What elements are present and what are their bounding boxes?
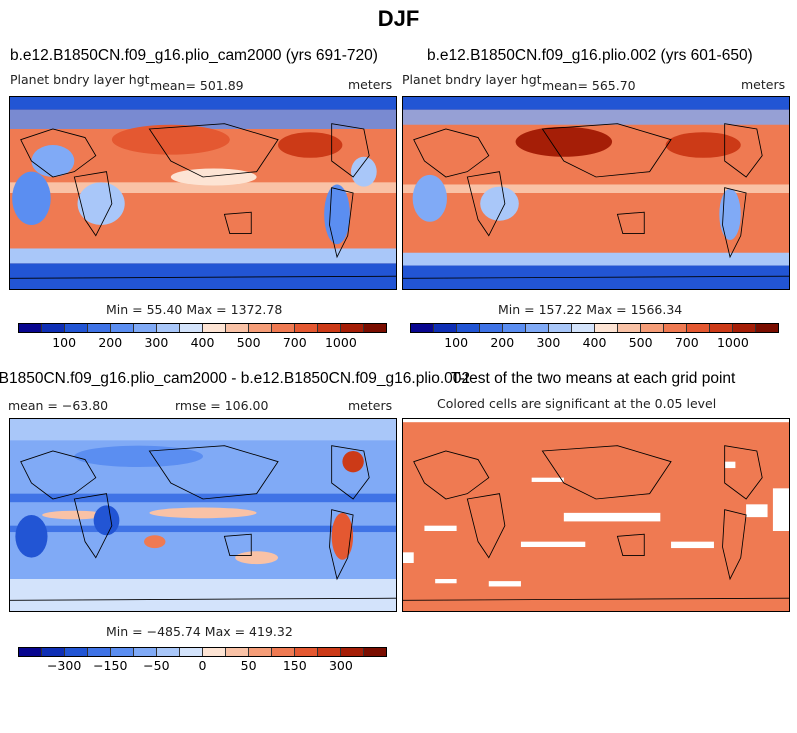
panel-4-title: T-test of the two means at each grid poi… — [451, 370, 736, 387]
panel-2-map — [402, 96, 790, 290]
figure-title: DJF — [377, 6, 420, 31]
panel-2-colorbar — [410, 323, 779, 333]
colorbar-swatch — [295, 324, 318, 332]
colorbar-swatch — [180, 648, 203, 656]
colorbar-tick-label: −150 — [93, 658, 128, 673]
colorbar-tick-label: 1000 — [716, 335, 749, 350]
colorbar-tick-label: 150 — [282, 658, 307, 673]
colorbar-tick-label: 200 — [490, 335, 515, 350]
colorbar-swatch — [526, 324, 549, 332]
panel-3-colorbar — [18, 647, 387, 657]
panel-2-minmax: Min = 157.22 Max = 1566.34 — [498, 302, 683, 317]
colorbar-tick-label: 300 — [536, 335, 561, 350]
colorbar-swatch — [157, 324, 180, 332]
panel-4-subtitle: Colored cells are significant at the 0.0… — [437, 396, 717, 411]
colorbar-swatch — [503, 324, 526, 332]
panel-3-units: meters — [348, 398, 393, 413]
panel-3-mean: mean = −63.80 — [8, 398, 109, 413]
colorbar-swatch — [733, 324, 756, 332]
colorbar-swatch — [756, 324, 778, 332]
colorbar-tick-label: −50 — [143, 658, 170, 673]
colorbar-swatch — [42, 648, 65, 656]
colorbar-swatch — [318, 648, 341, 656]
colorbar-swatch — [272, 324, 295, 332]
panel-1-map — [9, 96, 397, 290]
colorbar-swatch — [295, 648, 318, 656]
colorbar-swatch — [226, 324, 249, 332]
colorbar-swatch — [318, 324, 341, 332]
colorbar-swatch — [664, 324, 687, 332]
colorbar-tick-label: 500 — [236, 335, 261, 350]
colorbar-tick-label: 0 — [198, 658, 207, 673]
panel-1-colorbar — [18, 323, 387, 333]
panel-3-minmax: Min = −485.74 Max = 419.32 — [106, 624, 293, 639]
colorbar-swatch — [549, 324, 572, 332]
colorbar-tick-label: 1000 — [324, 335, 357, 350]
colorbar-swatch — [572, 324, 595, 332]
panel-1-mean: mean= 501.89 — [150, 78, 244, 93]
colorbar-tick-label: 300 — [328, 658, 353, 673]
panel-4-map — [402, 418, 790, 612]
panel-3-map — [9, 418, 397, 612]
panel-2-title: b.e12.B1850CN.f09_g16.plio.002 (yrs 601-… — [427, 47, 753, 64]
colorbar-swatch — [226, 648, 249, 656]
panel-2-mean: mean= 565.70 — [542, 78, 636, 93]
colorbar-swatch — [134, 324, 157, 332]
colorbar-tick-label: 700 — [674, 335, 699, 350]
colorbar-swatch — [364, 648, 386, 656]
panel-1-units: meters — [348, 77, 393, 92]
colorbar-swatch — [203, 648, 226, 656]
colorbar-swatch — [457, 324, 480, 332]
colorbar-swatch — [42, 324, 65, 332]
colorbar-tick-label: 100 — [444, 335, 469, 350]
colorbar-swatch — [618, 324, 641, 332]
colorbar-swatch — [480, 324, 503, 332]
colorbar-swatch — [65, 648, 88, 656]
colorbar-swatch — [341, 324, 364, 332]
colorbar-swatch — [411, 324, 434, 332]
colorbar-tick-label: 200 — [98, 335, 123, 350]
colorbar-tick-label: −300 — [46, 658, 82, 673]
colorbar-tick-label: 100 — [52, 335, 77, 350]
colorbar-swatch — [341, 648, 364, 656]
panel-1-variable: Planet bndry layer hgt — [10, 72, 150, 87]
colorbar-swatch — [134, 648, 157, 656]
colorbar-swatch — [249, 648, 272, 656]
colorbar-tick-label: 400 — [190, 335, 215, 350]
colorbar-swatch — [180, 324, 203, 332]
colorbar-swatch — [364, 324, 386, 332]
colorbar-swatch — [641, 324, 664, 332]
colorbar-swatch — [595, 324, 618, 332]
colorbar-tick-label: 400 — [582, 335, 607, 350]
colorbar-tick-label: 700 — [282, 335, 307, 350]
colorbar-swatch — [65, 324, 88, 332]
colorbar-swatch — [88, 324, 111, 332]
panel-3-rmse: rmse = 106.00 — [175, 398, 269, 413]
colorbar-swatch — [249, 324, 272, 332]
colorbar-swatch — [111, 648, 134, 656]
panel-3-title: b.e12.B1850CN.f09_g16.plio_cam2000 - b.e… — [0, 370, 470, 387]
colorbar-swatch — [19, 648, 42, 656]
colorbar-swatch — [687, 324, 710, 332]
panel-1-title: b.e12.B1850CN.f09_g16.plio_cam2000 (yrs … — [10, 47, 378, 64]
colorbar-swatch — [272, 648, 295, 656]
panel-1-minmax: Min = 55.40 Max = 1372.78 — [106, 302, 283, 317]
colorbar-swatch — [710, 324, 733, 332]
colorbar-tick-label: 50 — [240, 658, 257, 673]
panel-2-variable: Planet bndry layer hgt — [402, 72, 542, 87]
colorbar-swatch — [111, 324, 134, 332]
colorbar-tick-label: 300 — [144, 335, 169, 350]
colorbar-swatch — [88, 648, 111, 656]
colorbar-swatch — [157, 648, 180, 656]
colorbar-swatch — [203, 324, 226, 332]
panel-3-title-clip: b.e12.B1850CN.f09_g16.plio_cam2000 - b.e… — [0, 368, 470, 390]
panel-2-units: meters — [741, 77, 786, 92]
colorbar-swatch — [19, 324, 42, 332]
colorbar-tick-label: 500 — [628, 335, 653, 350]
colorbar-swatch — [434, 324, 457, 332]
